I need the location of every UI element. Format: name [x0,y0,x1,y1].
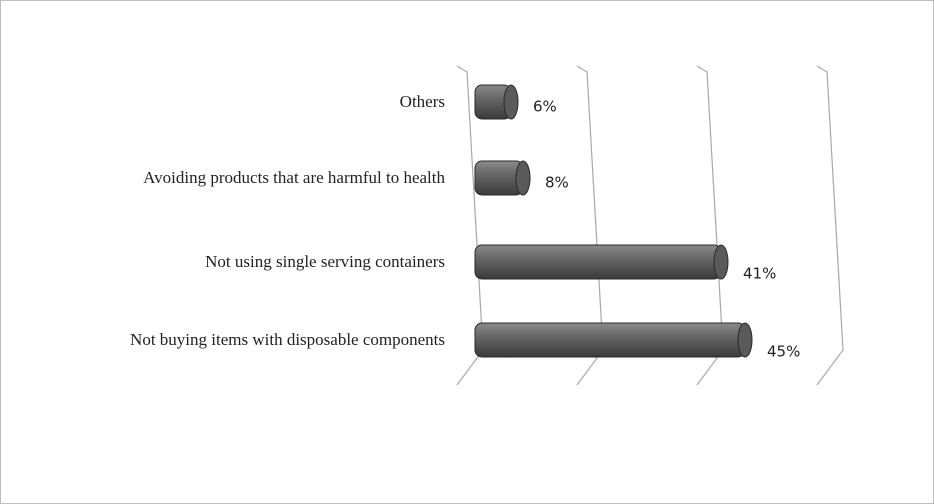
category-text: Others [399,92,445,111]
category-label: Avoiding products that are harmful to he… [85,167,445,189]
category-label: Others [85,91,445,113]
value-label: 6% [533,98,557,116]
value-label: 8% [545,174,569,192]
bar-cap [503,84,519,120]
grid-line [456,65,484,386]
value-label: 45% [767,343,800,361]
grid-line [576,65,604,386]
category-label: Not using single serving containers [85,251,445,273]
bar-cap [515,160,531,196]
grid-line [816,65,844,386]
category-text: Avoiding products that are harmful to he… [143,168,445,187]
category-label: Not buying items with disposable compone… [85,329,445,351]
bar [474,244,722,280]
grid-line [696,65,724,386]
bar-cap [713,244,729,280]
bar [474,322,746,358]
bar-cap [737,322,753,358]
value-label: 41% [743,265,776,283]
category-text: Not using single serving containers [205,252,445,271]
category-text: Not buying items with disposable compone… [130,330,445,349]
